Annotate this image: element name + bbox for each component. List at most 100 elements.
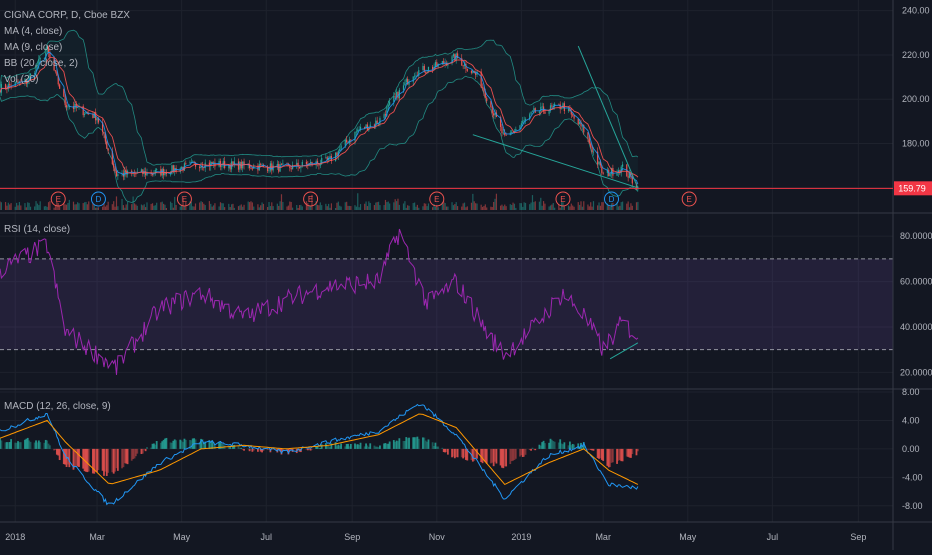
macd-histogram-bar bbox=[153, 443, 155, 449]
macd-axis[interactable]: 8.00 4.00 0.00 -4.00 -8.00 bbox=[902, 387, 923, 511]
candle-body bbox=[581, 125, 583, 127]
candle-body bbox=[329, 156, 331, 158]
macd-histogram-bar bbox=[57, 448, 60, 456]
macd-histogram-bar bbox=[344, 446, 347, 449]
volume-bar bbox=[95, 207, 97, 210]
trendlines[interactable] bbox=[472, 45, 639, 189]
macd-histogram-bar bbox=[591, 448, 593, 451]
macd-histogram-bar bbox=[169, 442, 172, 449]
indicator-bb[interactable]: BB (20, close, 2) bbox=[4, 58, 78, 69]
earnings-marker[interactable] bbox=[50, 191, 66, 207]
volume-bar bbox=[287, 205, 290, 210]
indicator-ma9[interactable]: MA (9, close) bbox=[4, 42, 62, 53]
macd-histogram-bar bbox=[354, 443, 356, 449]
candle-body bbox=[486, 97, 488, 102]
volume-bar bbox=[637, 201, 639, 210]
candle-body bbox=[298, 166, 301, 169]
volume-bar bbox=[473, 201, 475, 210]
rsi-title[interactable]: RSI (14, close) bbox=[4, 224, 70, 235]
macd-histogram-bar bbox=[349, 443, 352, 449]
volume-bar bbox=[146, 202, 148, 210]
macd-histogram-bar bbox=[387, 443, 390, 449]
macd-histogram-bar bbox=[492, 448, 495, 467]
candle-body bbox=[475, 72, 477, 75]
volume-bar bbox=[239, 205, 241, 210]
volume-bar bbox=[454, 204, 456, 210]
event-marker-label: D bbox=[609, 195, 615, 204]
macd-histogram-bar bbox=[201, 439, 204, 449]
time-axis[interactable]: 2018 Mar May Jul Sep Nov 2019 Mar May Jul Sep bbox=[5, 532, 866, 542]
macd-histogram-bar bbox=[28, 440, 31, 449]
rsi-trendline[interactable] bbox=[609, 342, 639, 360]
macd-histogram-bar bbox=[308, 448, 311, 451]
last-price-label: 159.79 bbox=[898, 183, 926, 193]
earnings-marker[interactable] bbox=[176, 191, 192, 207]
macd-histogram-bar bbox=[395, 440, 398, 449]
candle-body bbox=[522, 120, 524, 124]
macd-histogram-bar bbox=[582, 442, 585, 449]
volume-bar bbox=[242, 206, 244, 210]
macd-histogram-bar bbox=[107, 448, 110, 473]
candle-body bbox=[373, 124, 375, 126]
earnings-marker[interactable] bbox=[555, 191, 571, 207]
volume-bar bbox=[253, 206, 255, 210]
indicator-vol[interactable]: Vol (20) bbox=[4, 74, 38, 85]
volume-bar bbox=[364, 203, 366, 210]
candle-body bbox=[524, 118, 527, 120]
volume-bar bbox=[486, 207, 488, 210]
earnings-marker[interactable] bbox=[429, 191, 445, 207]
candle-body bbox=[426, 71, 428, 73]
volume-bar bbox=[93, 204, 95, 210]
candle-body bbox=[549, 105, 552, 111]
candle-body bbox=[261, 164, 263, 166]
macd-histogram-bar bbox=[330, 443, 333, 449]
rsi-tick-label: 40.0000 bbox=[900, 322, 932, 332]
macd-histogram-bar bbox=[75, 448, 78, 466]
macd-histogram-bar bbox=[388, 441, 391, 449]
dividend-marker[interactable] bbox=[604, 191, 620, 207]
dividend-marker[interactable] bbox=[90, 191, 106, 207]
macd-histogram-bar bbox=[143, 448, 146, 450]
rsi-axis[interactable]: 80.0000 60.0000 40.0000 20.0000 bbox=[900, 231, 932, 377]
macd-panel[interactable] bbox=[0, 403, 639, 506]
candle-body bbox=[189, 162, 191, 164]
macd-histogram-bar bbox=[426, 441, 428, 449]
volume-bar bbox=[224, 207, 226, 210]
candle-body bbox=[357, 129, 359, 132]
macd-tick-label: 0.00 bbox=[902, 444, 920, 454]
volume-bar bbox=[190, 201, 192, 210]
macd-histogram-bar bbox=[73, 448, 76, 468]
earnings-marker[interactable] bbox=[303, 191, 319, 207]
volume-bar bbox=[426, 206, 428, 210]
candle-body bbox=[414, 75, 416, 77]
candle-body bbox=[153, 173, 155, 175]
time-tick-label: Sep bbox=[344, 532, 360, 542]
macd-title[interactable]: MACD (12, 26, close, 9) bbox=[4, 401, 111, 412]
volume-bar bbox=[280, 194, 283, 210]
volume-bar bbox=[9, 204, 11, 210]
trendline[interactable] bbox=[577, 45, 639, 189]
candle-body bbox=[35, 65, 37, 74]
volume-bar bbox=[212, 205, 215, 210]
volume-bar bbox=[75, 204, 77, 210]
macd-histogram-bar bbox=[151, 443, 154, 449]
macd-histogram-bar bbox=[218, 442, 220, 449]
candle-body bbox=[54, 70, 57, 72]
volume-bar bbox=[279, 201, 281, 210]
volume-bar bbox=[548, 206, 550, 210]
rsi-panel[interactable] bbox=[0, 228, 893, 375]
macd-histogram-bar bbox=[212, 442, 215, 449]
trendline[interactable] bbox=[472, 134, 639, 189]
candle-body bbox=[451, 56, 453, 64]
candle-body bbox=[587, 132, 589, 139]
earnings-marker[interactable] bbox=[681, 191, 697, 207]
price-legend[interactable]: CIGNA CORP, D, Cboe BZX MA (4, close) MA… bbox=[4, 10, 130, 85]
indicator-ma4[interactable]: MA (4, close) bbox=[4, 26, 62, 37]
macd-histogram-bar bbox=[68, 448, 71, 468]
macd-histogram-bar bbox=[92, 448, 94, 474]
